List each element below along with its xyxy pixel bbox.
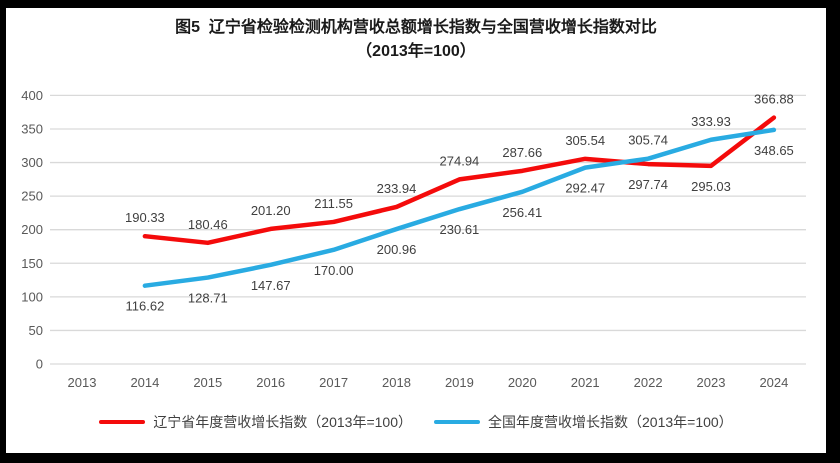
data-label: 274.94 [440,153,480,168]
x-axis-tick-label: 2021 [571,375,600,390]
x-axis-tick-label: 2022 [634,375,663,390]
chart-legend: 辽宁省年度营收增长指数（2013年=100） 全国年度营收增长指数（2013年=… [6,412,826,432]
x-axis-tick-label: 2018 [382,375,411,390]
chart-title-line1: 图5 辽宁省检验检测机构营收总额增长指数与全国营收增长指数对比 [175,19,657,36]
data-label: 211.55 [314,196,353,211]
y-axis-tick-label: 250 [21,189,43,204]
data-label: 348.65 [754,143,794,158]
series-line-0 [142,115,777,246]
y-axis-tick-label: 400 [21,88,43,103]
data-label: 128.71 [188,291,228,306]
data-label: 333.93 [691,114,731,129]
data-label: 180.46 [188,217,228,232]
legend-item-liaoning: 辽宁省年度营收增长指数（2013年=100） [99,412,412,432]
data-label: 200.96 [377,242,417,257]
line-chart: 0 50 100 150 200 250 300 350 400 2013 2014 2015 2016… [21,88,806,390]
y-axis-tick-label: 350 [21,121,43,136]
y-axis-tick-label: 200 [21,222,43,237]
x-axis-tick-label: 2019 [445,375,474,390]
y-axis-tick-label: 50 [29,323,43,338]
data-label: 190.33 [125,210,165,225]
x-axis-tick-label: 2015 [193,375,222,390]
x-axis-tick-label: 2024 [759,375,788,390]
data-label: 230.61 [440,222,480,237]
data-label: 305.74 [628,133,668,148]
legend-line-swatch-blue [434,420,480,424]
x-axis-tick-label: 2014 [130,375,159,390]
chart-title: 图5 辽宁省检验检测机构营收总额增长指数与全国营收增长指数对比 （2013年=1… [6,16,826,64]
data-label: 116.62 [126,299,165,314]
x-axis-tick-label: 2020 [508,375,537,390]
series-line-1 [142,127,777,288]
x-axis-tick-label: 2013 [68,375,97,390]
data-label: 305.54 [565,133,605,148]
chart-title-line2: （2013年=100） [356,43,476,60]
data-label: 201.20 [251,203,291,218]
legend-item-national: 全国年度营收增长指数（2013年=100） [434,412,733,432]
x-axis-tick-label: 2017 [319,375,348,390]
y-axis-tick-label: 300 [21,155,43,170]
x-axis-tick-label: 2023 [697,375,726,390]
legend-label: 辽宁省年度营收增长指数（2013年=100） [153,414,412,430]
data-label: 256.41 [502,205,542,220]
x-axis-tick-label: 2016 [256,375,285,390]
data-label: 366.88 [754,92,794,107]
y-axis-tick-label: 100 [21,289,43,304]
data-label: 233.94 [377,181,417,196]
data-label: 297.74 [628,177,668,192]
y-axis-tick-label: 150 [21,256,43,271]
data-label: 295.03 [691,179,731,194]
legend-label: 全国年度营收增长指数（2013年=100） [488,414,733,430]
data-label: 170.00 [314,263,354,278]
legend-line-swatch-red [99,420,146,424]
data-label: 287.66 [502,145,542,160]
data-label: 147.67 [251,278,291,293]
data-label: 292.47 [565,181,605,196]
y-axis-tick-label: 0 [36,357,43,372]
